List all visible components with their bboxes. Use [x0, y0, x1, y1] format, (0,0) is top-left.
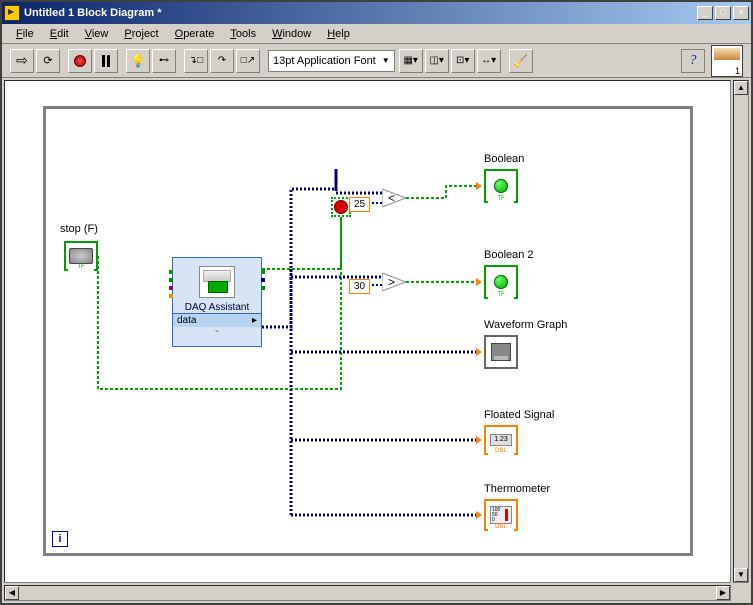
numeric-icon: 1.23: [490, 434, 512, 446]
boolean2-indicator-terminal[interactable]: TF: [484, 265, 518, 299]
led-icon: [494, 275, 508, 289]
scroll-corner: [733, 585, 749, 601]
menu-operate[interactable]: Operate: [167, 26, 223, 42]
tf-sub: TF: [68, 264, 94, 271]
scroll-left-button[interactable]: ◀: [5, 586, 19, 600]
thermometer-terminal[interactable]: 100500 DBL: [484, 499, 518, 531]
diagram-canvas[interactable]: i stop (F) TF: [4, 80, 731, 583]
run-button[interactable]: ⇨: [10, 49, 34, 73]
daq-title: DAQ Assistant: [173, 300, 261, 313]
waveform-label: Waveform Graph: [484, 319, 567, 331]
daq-assistant-node[interactable]: DAQ Assistant data▸ ⌄: [172, 257, 262, 347]
thermometer-icon: 100500: [490, 506, 512, 524]
cleanup-button[interactable]: 🧹: [509, 49, 533, 73]
less-than-node[interactable]: <: [382, 189, 406, 207]
step-into-button[interactable]: ↴□: [184, 49, 208, 73]
greater-than-node[interactable]: >: [382, 273, 406, 291]
resize-button[interactable]: ⊡▾: [451, 49, 475, 73]
conn-arrow-icon: [476, 182, 482, 190]
close-button[interactable]: ×: [733, 6, 749, 20]
highlight-exec-button[interactable]: 💡: [126, 49, 150, 73]
boolean-label: Boolean: [484, 153, 524, 165]
graph-icon: [491, 343, 511, 361]
conn-arrow-icon: [476, 348, 482, 356]
loop-condition-terminal[interactable]: [331, 197, 351, 217]
step-out-button[interactable]: □↗: [236, 49, 260, 73]
menubar: File Edit View Project Operate Tools Win…: [2, 24, 751, 44]
font-selector[interactable]: 13pt Application Font ▼: [268, 50, 395, 72]
font-label: 13pt Application Font: [273, 55, 376, 67]
while-loop[interactable]: i stop (F) TF: [43, 106, 693, 556]
abort-button[interactable]: [68, 49, 92, 73]
conn-arrow-icon: [476, 436, 482, 444]
toolbar: ⇨ ⟳ 💡 ⊷ ↴□ ↷ □↗ 13pt Application Font ▼ …: [2, 44, 751, 78]
dropdown-icon: ▼: [382, 56, 390, 65]
titlebar: Untitled 1 Block Diagram * _ □ ×: [2, 2, 751, 24]
boolean2-label: Boolean 2: [484, 249, 534, 261]
waveform-graph-terminal[interactable]: [484, 335, 518, 369]
scroll-up-button[interactable]: ▲: [734, 81, 748, 95]
floated-label: Floated Signal: [484, 409, 554, 421]
app-icon: [4, 5, 20, 21]
horizontal-scrollbar[interactable]: ◀ ▶: [4, 585, 731, 601]
window-title: Untitled 1 Block Diagram *: [24, 7, 697, 19]
constant-30[interactable]: 30: [349, 279, 370, 294]
help-button[interactable]: ?: [681, 49, 705, 73]
vi-icon[interactable]: [711, 45, 743, 77]
vertical-scrollbar[interactable]: ▲ ▼: [733, 80, 749, 583]
conn-arrow-icon: [476, 511, 482, 519]
scroll-right-button[interactable]: ▶: [716, 586, 730, 600]
boolean-indicator-terminal[interactable]: TF: [484, 169, 518, 203]
daq-icon: [199, 266, 235, 298]
menu-tools[interactable]: Tools: [222, 26, 264, 42]
svg-text:>: >: [388, 275, 395, 289]
stop-control-terminal[interactable]: TF: [64, 241, 98, 271]
stop-label: stop (F): [60, 223, 98, 235]
loop-iteration-terminal[interactable]: i: [52, 531, 68, 547]
menu-edit[interactable]: Edit: [42, 26, 77, 42]
constant-25[interactable]: 25: [349, 197, 370, 212]
scroll-down-button[interactable]: ▼: [734, 568, 748, 582]
run-continuous-button[interactable]: ⟳: [36, 49, 60, 73]
maximize-button[interactable]: □: [715, 6, 731, 20]
distribute-button[interactable]: ◫▾: [425, 49, 449, 73]
step-over-button[interactable]: ↷: [210, 49, 234, 73]
pause-button[interactable]: [94, 49, 118, 73]
conn-arrow-icon: [476, 278, 482, 286]
menu-file[interactable]: File: [8, 26, 42, 42]
reorder-button[interactable]: ↔▾: [477, 49, 501, 73]
svg-text:<: <: [388, 191, 395, 205]
align-button[interactable]: ▦▾: [399, 49, 423, 73]
menu-window[interactable]: Window: [264, 26, 319, 42]
menu-view[interactable]: View: [77, 26, 117, 42]
minimize-button[interactable]: _: [697, 6, 713, 20]
menu-help[interactable]: Help: [319, 26, 358, 42]
floated-signal-terminal[interactable]: 1.23 DBL: [484, 425, 518, 455]
thermometer-label: Thermometer: [484, 483, 550, 495]
menu-project[interactable]: Project: [116, 26, 166, 42]
app-window: Untitled 1 Block Diagram * _ □ × File Ed…: [0, 0, 753, 605]
led-icon: [494, 179, 508, 193]
daq-expand-handle[interactable]: ⌄: [173, 327, 261, 333]
retain-wire-button[interactable]: ⊷: [152, 49, 176, 73]
